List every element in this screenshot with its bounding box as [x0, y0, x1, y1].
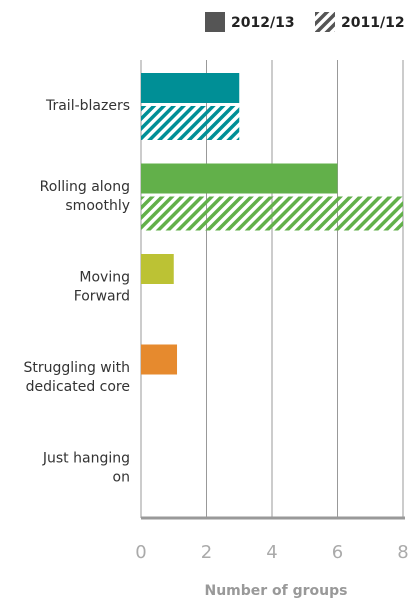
legend-label: 2011/12 [341, 15, 405, 31]
x-tick-label: 6 [332, 542, 343, 563]
category-label: Moving Forward [74, 270, 130, 305]
bar [141, 344, 178, 375]
legend-swatch [205, 12, 225, 32]
bar [141, 196, 403, 231]
category-label-line: Forward [74, 289, 130, 305]
x-tick-label: 0 [135, 542, 146, 563]
x-tick-label: 2 [201, 542, 212, 563]
category-label: Struggling with dedicated core [24, 360, 130, 395]
bar [141, 254, 174, 284]
category-label-line: Just hanging [42, 451, 130, 467]
bar [141, 106, 240, 140]
category-label-line: Trail-blazers [45, 98, 130, 114]
x-tick-label: 8 [397, 542, 408, 563]
legend-label: 2012/13 [231, 15, 295, 31]
category-label-line: dedicated core [26, 379, 130, 395]
category-label-line: Moving [79, 270, 130, 286]
category-label: Trail-blazers [45, 98, 130, 114]
category-label-line: on [113, 470, 130, 486]
category-label-line: Rolling along [40, 179, 130, 195]
bar [141, 163, 338, 194]
legend-swatch [315, 12, 335, 32]
category-label-line: Struggling with [24, 360, 130, 376]
x-tick-label: 4 [266, 542, 277, 563]
category-label: Just hanging on [42, 451, 130, 486]
category-label: Rolling along smoothly [40, 179, 130, 214]
bar [141, 73, 240, 103]
category-label-line: smoothly [65, 198, 130, 214]
x-axis-label: Number of groups [204, 583, 347, 599]
